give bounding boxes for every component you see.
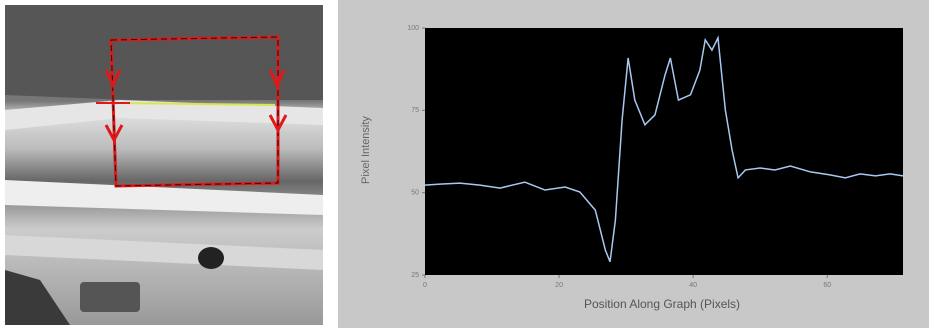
x-axis-label: Position Along Graph (Pixels) xyxy=(584,297,740,311)
intensity-line xyxy=(424,35,904,263)
x-tick-label: 40 xyxy=(689,282,697,289)
x-tick-label: 60 xyxy=(823,282,831,289)
y-tick-label: 50 xyxy=(411,190,419,197)
x-tick-label: 20 xyxy=(555,282,563,289)
y-axis-label: Pixel Intensity xyxy=(360,116,372,184)
camera-image xyxy=(5,5,323,325)
plot-area xyxy=(425,28,903,275)
y-tick-label: 100 xyxy=(407,25,419,32)
x-tick-label: 0 xyxy=(423,282,427,289)
y-tick-label: 25 xyxy=(411,272,419,279)
y-tick-label: 75 xyxy=(411,107,419,114)
